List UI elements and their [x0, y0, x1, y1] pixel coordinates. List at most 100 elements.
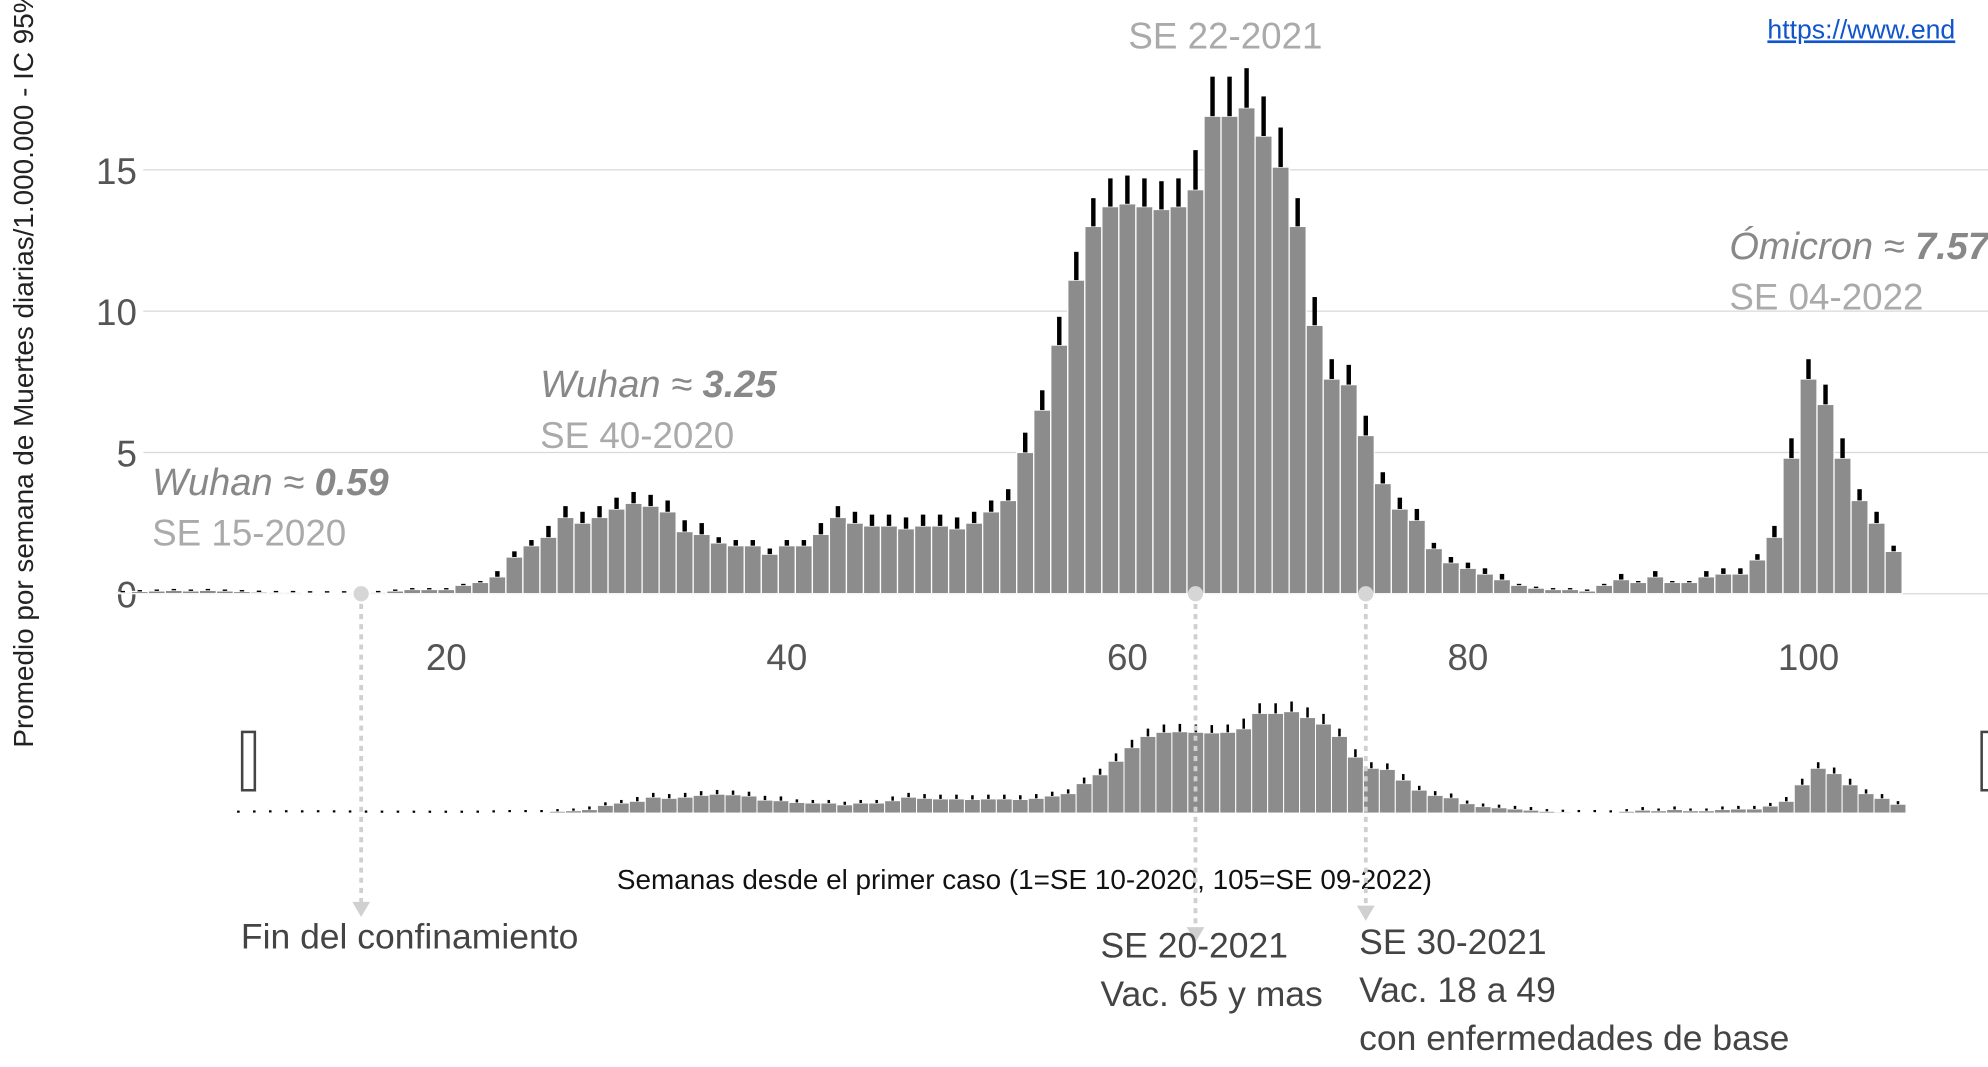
bar: [1135, 205, 1154, 595]
peak-date: SE 22-2021: [1128, 16, 1322, 57]
mini-bar: [1873, 797, 1891, 814]
bar: [522, 545, 541, 595]
bar: [317, 591, 337, 595]
event-dot: [1358, 586, 1374, 602]
mini-bar: [1330, 735, 1348, 814]
mini-bar: [580, 809, 598, 814]
bar: [113, 591, 132, 595]
bar: [369, 591, 388, 595]
peak-value: 3.25: [703, 364, 778, 406]
mini-bar: [533, 811, 551, 814]
bar: [1509, 584, 1529, 595]
mini-bar: [1442, 797, 1460, 814]
mini-bar: [836, 804, 854, 814]
mini-bar: [1682, 810, 1700, 814]
peak-name: Wuhan ≈: [540, 364, 692, 406]
bar: [1441, 562, 1461, 595]
mini-bar: [963, 798, 981, 814]
bar: [1305, 324, 1324, 595]
mini-bar: [293, 811, 311, 814]
mini-bar: [1809, 767, 1827, 814]
peak-value: 7.57: [1915, 226, 1988, 268]
mini-bar: [995, 798, 1013, 814]
bar: [1765, 536, 1784, 595]
bar: [1799, 378, 1818, 595]
bar: [1833, 457, 1852, 595]
mini-bar: [1410, 789, 1428, 814]
bar: [539, 536, 558, 595]
bar: [556, 516, 575, 595]
mini-bar: [1251, 712, 1269, 814]
bar: [913, 525, 933, 595]
bar: [641, 505, 660, 595]
x-tick-label: 20: [426, 637, 467, 678]
mini-bar: [596, 804, 614, 814]
mini-bar: [1506, 808, 1524, 814]
mini-bar: [277, 811, 295, 814]
mini-bar: [1825, 773, 1843, 814]
mini-bar: [1283, 711, 1301, 814]
bar: [590, 516, 609, 595]
bar: [1782, 457, 1801, 595]
mini-bar: [900, 796, 918, 814]
mini-bar: [1011, 798, 1029, 814]
bar: [1850, 499, 1869, 595]
bar: [1663, 581, 1682, 595]
event-label: con enfermedades de base: [1359, 1018, 1789, 1058]
mini-bar: [1618, 810, 1636, 814]
mini-bar: [1235, 728, 1253, 814]
bar: [1595, 584, 1614, 595]
mini-bar: [1841, 784, 1859, 814]
mini-bar: [1458, 803, 1476, 814]
bar: [471, 581, 490, 595]
bar: [1016, 451, 1035, 595]
bar: [1731, 573, 1750, 595]
x-tick-label: 100: [1778, 637, 1839, 678]
bar: [147, 590, 166, 595]
peak-name: Wuhan ≈: [152, 462, 304, 504]
bar: [675, 530, 694, 595]
mini-bar: [1745, 808, 1763, 814]
bar: [1373, 482, 1392, 595]
bar: [573, 522, 592, 595]
bar: [607, 508, 626, 595]
mini-bar: [868, 802, 886, 814]
bar: [249, 591, 269, 595]
x-tick-label: 80: [1447, 637, 1488, 678]
bar: [879, 525, 899, 595]
mini-bar: [884, 800, 902, 814]
bar: [828, 516, 848, 595]
peak-label: Wuhan ≈ 3.25: [540, 364, 777, 406]
x-tick-label: 60: [1107, 637, 1148, 678]
mini-bar: [1107, 760, 1125, 814]
bar: [1526, 587, 1546, 595]
mini-bar: [788, 801, 806, 814]
mini-bar: [517, 811, 535, 814]
x-tick-label: 40: [766, 637, 807, 678]
mini-bar: [1091, 774, 1109, 814]
bar: [624, 502, 643, 595]
bar: [1254, 135, 1273, 595]
bar: [488, 576, 507, 595]
mini-bar: [1729, 808, 1747, 814]
mini-bar: [1315, 723, 1332, 814]
bar: [1884, 550, 1903, 595]
peak-name: Gamma ≈: [1128, 0, 1295, 7]
peak-value: 17.20: [1306, 0, 1401, 7]
y-tick-label: 15: [96, 151, 137, 192]
y-tick-label: 0: [116, 575, 136, 616]
bar: [1543, 588, 1563, 595]
bar: [726, 545, 745, 595]
bar: [1067, 279, 1086, 595]
brush-handle[interactable]: [240, 730, 257, 792]
bar: [1339, 384, 1358, 595]
mini-bar: [1267, 712, 1285, 814]
mini-bar: [1123, 747, 1141, 814]
brush-handle[interactable]: [1980, 730, 1988, 792]
mini-bar: [1761, 805, 1779, 814]
mini-bar: [1171, 731, 1189, 814]
bar: [1560, 588, 1580, 595]
mini-bar: [644, 796, 662, 814]
link[interactable]: https://www.end: [1767, 14, 1955, 44]
mini-bar: [1650, 810, 1668, 814]
